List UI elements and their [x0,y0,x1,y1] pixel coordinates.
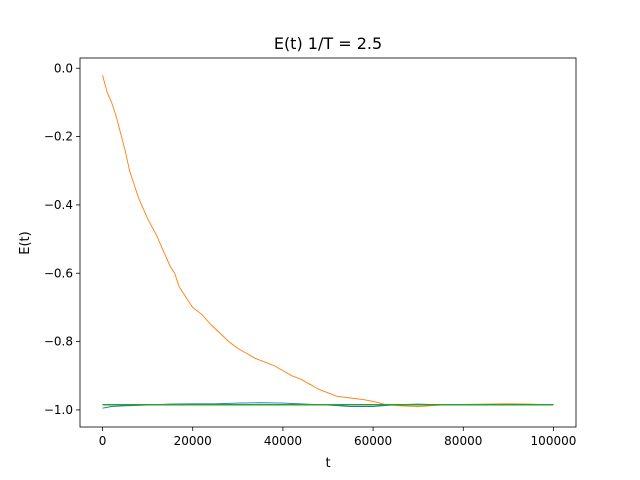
y-tick-label: 0.0 [54,61,73,75]
y-tick-label: −1.0 [44,403,73,417]
x-tick-label: 40000 [264,434,302,448]
series-layer [102,74,554,409]
y-tick-label: −0.4 [44,198,73,212]
y-axis-label: E(t) [18,231,33,254]
x-tick-label: 20000 [174,434,212,448]
chart-title: E(t) 1/T = 2.5 [274,34,382,53]
y-tick-label: −0.2 [44,130,73,144]
x-axis-label: t [325,456,330,471]
x-axis: 0 20000 40000 60000 80000 100000 [99,427,577,448]
x-tick-label: 80000 [444,434,482,448]
y-tick-label: −0.6 [44,266,73,280]
plot-area [80,58,576,427]
x-tick-label: 100000 [531,434,577,448]
plot-frame [79,57,577,428]
y-axis: 0.0 −0.2 −0.4 −0.6 −0.8 −1.0 [44,61,80,417]
y-tick-label: −0.8 [44,335,73,349]
x-tick-label: 60000 [354,434,392,448]
x-tick-label: 0 [99,434,107,448]
